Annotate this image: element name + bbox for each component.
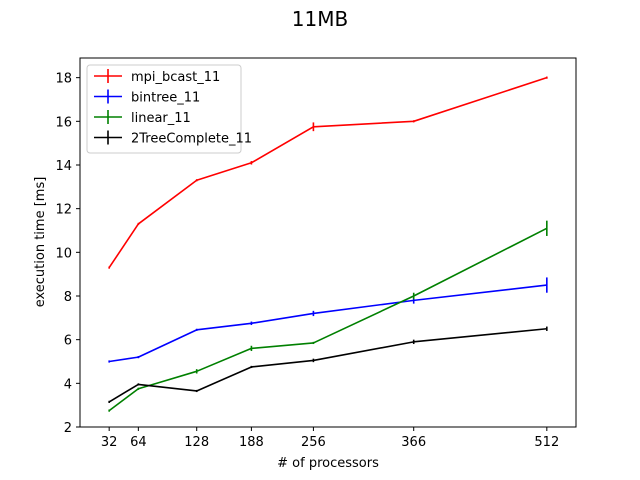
x-tick-label: 256 bbox=[301, 435, 326, 450]
legend-item: mpi_bcast_11 bbox=[94, 69, 220, 85]
series-line bbox=[109, 284, 547, 363]
legend-box bbox=[86, 64, 242, 154]
x-tick-label: 128 bbox=[184, 435, 209, 450]
series-2TreeComplete_11 bbox=[108, 326, 548, 403]
y-tick-label: 18 bbox=[55, 72, 72, 87]
y-tick-label: 2 bbox=[64, 421, 72, 436]
plot-area bbox=[108, 76, 548, 412]
y-tick-label: 4 bbox=[64, 377, 72, 392]
x-tick-label: 32 bbox=[101, 435, 118, 450]
x-axis: 32 64 128 188 256 366 512 bbox=[101, 427, 559, 450]
series-line bbox=[108, 227, 548, 412]
y-tick-label: 14 bbox=[55, 159, 72, 174]
legend-label: linear_11 bbox=[131, 111, 191, 126]
legend-item: 2TreeComplete_11 bbox=[94, 130, 252, 147]
legend: mpi_bcast_11 bintree_11 linear_11 2TreeComp… bbox=[86, 64, 252, 154]
chart-title: 11MB bbox=[292, 7, 348, 31]
y-axis-label: execution time [ms] bbox=[33, 177, 48, 308]
x-tick-label: 512 bbox=[534, 435, 559, 450]
x-tick-label: 366 bbox=[401, 435, 426, 450]
plot-frame bbox=[79, 57, 577, 428]
x-tick-label: 188 bbox=[239, 435, 264, 450]
series-linear_11 bbox=[108, 220, 548, 412]
x-axis-label: # of processors bbox=[277, 456, 379, 471]
x-tick-label: 64 bbox=[130, 435, 147, 450]
legend-item: linear_11 bbox=[94, 110, 191, 126]
y-tick-label: 8 bbox=[64, 290, 72, 305]
legend-label: mpi_bcast_11 bbox=[131, 70, 220, 85]
y-axis: 2 4 6 8 10 12 14 16 18 bbox=[55, 72, 80, 436]
legend-label: bintree_11 bbox=[131, 91, 200, 106]
series-bintree_11 bbox=[108, 277, 548, 363]
y-tick-label: 12 bbox=[55, 203, 72, 218]
series-mpi_bcast_11 bbox=[108, 76, 548, 269]
legend-label: 2TreeComplete_11 bbox=[131, 132, 252, 147]
y-tick-label: 10 bbox=[55, 246, 72, 261]
y-tick-label: 6 bbox=[64, 334, 72, 349]
legend-item: bintree_11 bbox=[94, 89, 200, 106]
y-tick-label: 16 bbox=[55, 115, 72, 130]
